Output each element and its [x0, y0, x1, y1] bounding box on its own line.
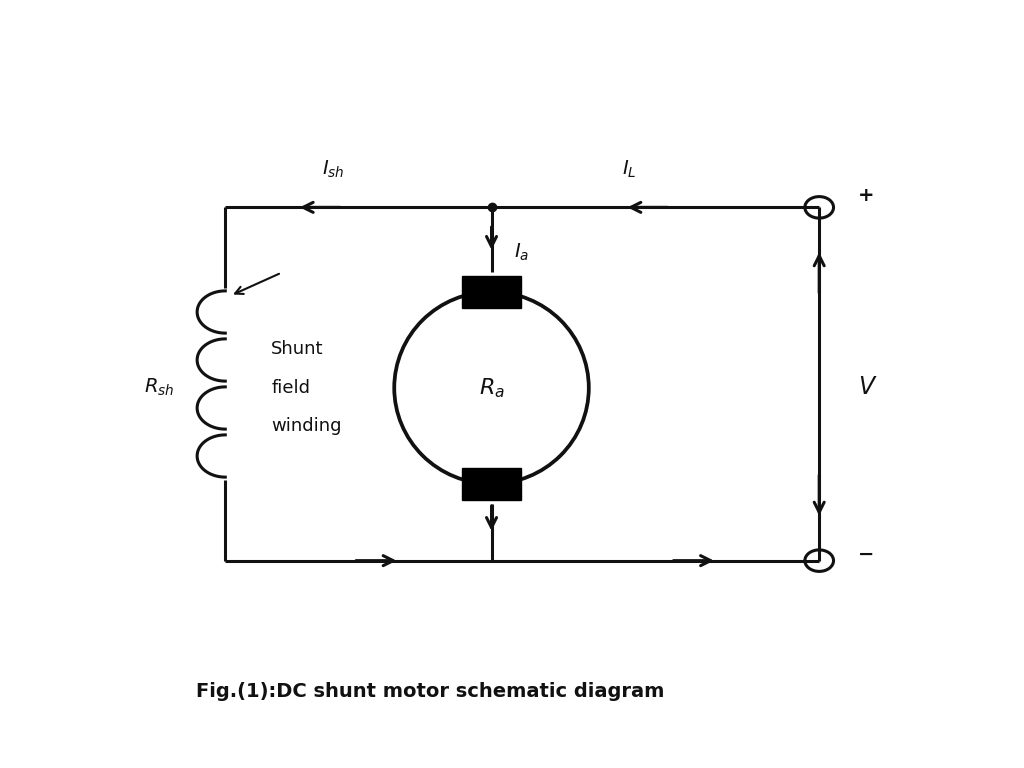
Text: $R_a$: $R_a$ [478, 376, 505, 399]
Ellipse shape [394, 292, 589, 484]
Bar [462, 468, 521, 500]
Bar [462, 276, 521, 308]
Text: +: + [858, 187, 874, 205]
Text: winding: winding [271, 417, 342, 435]
Text: $I_{sh}$: $I_{sh}$ [322, 159, 344, 180]
Text: −: − [858, 545, 874, 564]
Text: Fig.(1):DC shunt motor schematic diagram: Fig.(1):DC shunt motor schematic diagram [196, 682, 665, 700]
Text: $R_{sh}$: $R_{sh}$ [143, 377, 174, 399]
Text: $V$: $V$ [858, 376, 878, 399]
Text: field: field [271, 379, 310, 397]
Text: $I_a$: $I_a$ [514, 241, 529, 263]
Text: Shunt: Shunt [271, 340, 324, 359]
Text: $I_L$: $I_L$ [623, 159, 637, 180]
